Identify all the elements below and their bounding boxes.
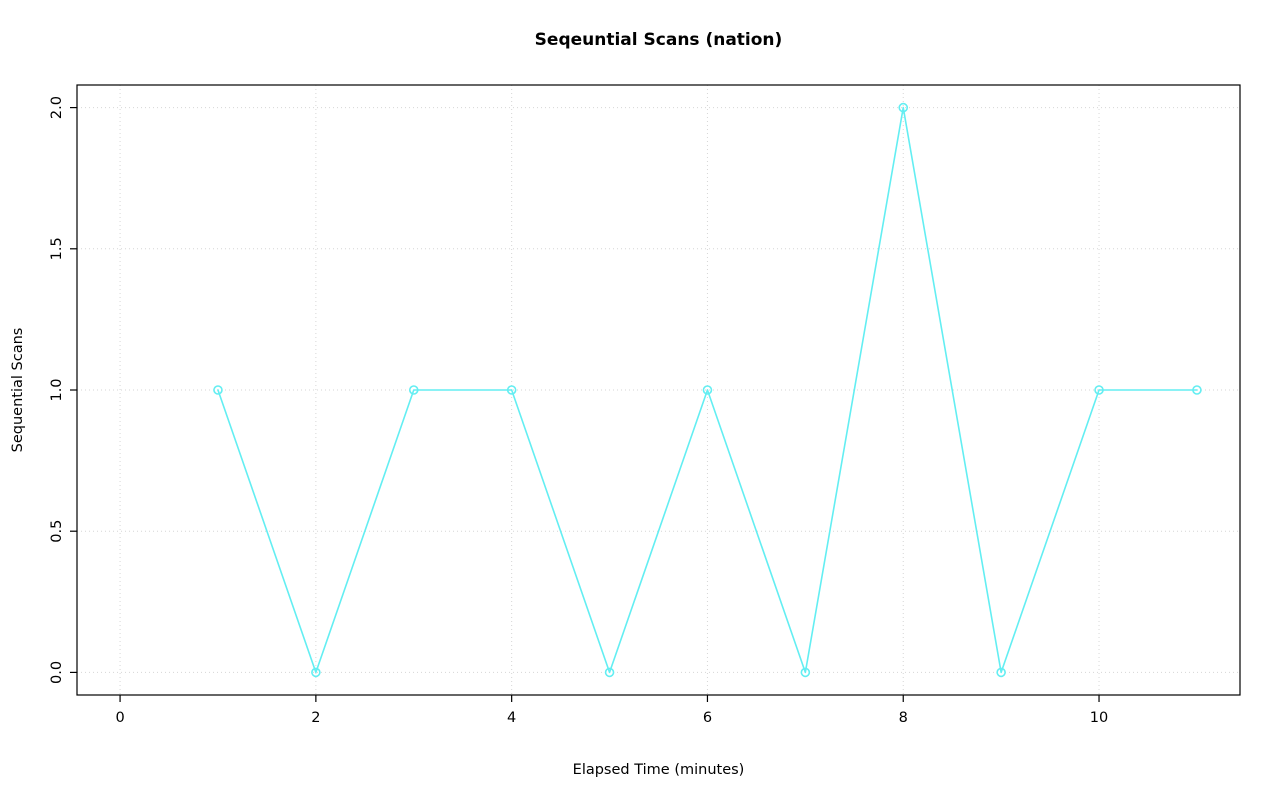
svg-text:1.5: 1.5 [49, 237, 65, 260]
svg-text:4: 4 [507, 710, 516, 726]
x-axis-label: Elapsed Time (minutes) [572, 762, 745, 778]
data-point-markers [213, 102, 1202, 678]
svg-text:2: 2 [311, 710, 320, 726]
svg-text:8: 8 [899, 710, 908, 726]
axis-tick-labels: 0 2 4 6 8 10 0.0 0.5 1.0 1.5 2.0 [49, 96, 1108, 726]
svg-text:10: 10 [1090, 710, 1108, 726]
y-axis-label: Sequential Scans [10, 327, 26, 453]
svg-text:0.5: 0.5 [49, 520, 65, 543]
svg-text:0.0: 0.0 [49, 661, 65, 684]
data-series-line [217, 106, 1198, 674]
svg-text:0: 0 [115, 710, 124, 726]
chart-title: Seqeuntial Scans (nation) [534, 30, 783, 50]
axis-ticks [70, 106, 1100, 702]
svg-text:6: 6 [703, 710, 712, 726]
svg-text:2.0: 2.0 [49, 96, 65, 119]
grid-lines [77, 85, 1240, 695]
svg-text:1.0: 1.0 [49, 378, 65, 401]
